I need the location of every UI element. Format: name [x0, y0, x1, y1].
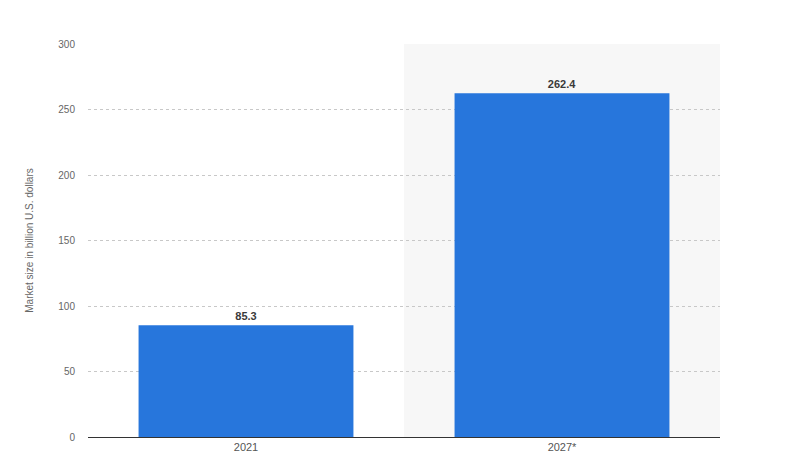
svg-text:150: 150	[58, 235, 75, 246]
svg-text:0: 0	[69, 432, 75, 443]
svg-text:100: 100	[58, 301, 75, 312]
svg-text:250: 250	[58, 104, 75, 115]
svg-text:50: 50	[64, 366, 76, 377]
svg-text:Market size in billion U.S. do: Market size in billion U.S. dollars	[24, 168, 35, 313]
svg-text:200: 200	[58, 170, 75, 181]
svg-text:85.3: 85.3	[235, 310, 256, 322]
svg-text:262.4: 262.4	[548, 78, 576, 90]
svg-text:300: 300	[58, 39, 75, 50]
svg-text:2021: 2021	[234, 441, 258, 453]
svg-text:2027*: 2027*	[548, 441, 577, 453]
